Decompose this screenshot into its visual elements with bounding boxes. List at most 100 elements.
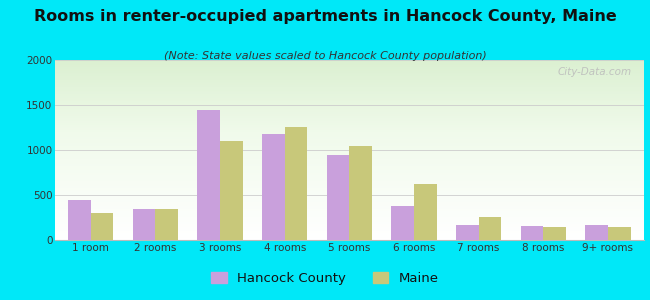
Bar	[55, 177, 644, 179]
Bar	[55, 202, 644, 204]
Bar	[55, 235, 644, 236]
Bar	[55, 211, 644, 213]
Bar	[55, 89, 644, 91]
Bar	[55, 208, 644, 209]
Bar	[55, 181, 644, 182]
Bar	[68, 200, 91, 240]
Bar	[55, 145, 644, 146]
Bar	[55, 132, 644, 134]
Bar	[55, 152, 644, 154]
Bar	[55, 186, 644, 188]
Bar	[55, 226, 644, 227]
Legend: Hancock County, Maine: Hancock County, Maine	[205, 267, 445, 290]
Bar	[55, 148, 644, 150]
Bar	[55, 233, 644, 235]
Bar	[55, 155, 644, 157]
Bar	[327, 155, 350, 240]
Bar	[55, 213, 644, 215]
Bar	[262, 134, 285, 240]
Bar	[55, 123, 644, 125]
Bar	[55, 118, 644, 119]
Bar	[55, 222, 644, 224]
Bar	[55, 220, 644, 222]
Bar	[543, 227, 566, 240]
Bar	[55, 231, 644, 233]
Bar	[55, 112, 644, 114]
Bar	[55, 83, 644, 85]
Bar	[55, 98, 644, 100]
Bar	[55, 204, 644, 206]
Bar	[55, 193, 644, 195]
Bar	[55, 191, 644, 193]
Bar	[55, 170, 644, 172]
Bar	[55, 96, 644, 98]
Bar	[55, 103, 644, 105]
Bar	[55, 78, 644, 80]
Bar	[55, 137, 644, 139]
Bar	[55, 109, 644, 110]
Bar	[55, 141, 644, 143]
Bar	[55, 76, 644, 78]
Bar	[55, 71, 644, 73]
Bar	[55, 139, 644, 141]
Bar	[55, 175, 644, 177]
Bar	[55, 173, 644, 175]
Bar	[55, 227, 644, 229]
Bar	[55, 206, 644, 208]
Bar	[55, 166, 644, 168]
Bar	[55, 134, 644, 136]
Bar	[55, 73, 644, 74]
Bar	[521, 226, 543, 240]
Bar	[55, 159, 644, 161]
Bar	[91, 212, 114, 240]
Bar	[55, 161, 644, 163]
Bar	[55, 146, 644, 148]
Bar	[350, 146, 372, 240]
Bar	[55, 125, 644, 127]
Bar	[55, 82, 644, 83]
Bar	[55, 200, 644, 202]
Bar	[55, 80, 644, 82]
Bar	[55, 209, 644, 211]
Bar	[608, 227, 630, 240]
Bar	[55, 157, 644, 159]
Bar	[55, 154, 644, 155]
Bar	[55, 60, 644, 62]
Text: City-Data.com: City-Data.com	[558, 67, 632, 77]
Bar	[55, 164, 644, 166]
Text: (Note: State values scaled to Hancock County population): (Note: State values scaled to Hancock Co…	[164, 51, 486, 61]
Bar	[55, 110, 644, 112]
Bar	[55, 105, 644, 107]
Bar	[55, 100, 644, 101]
Bar	[55, 182, 644, 184]
Bar	[55, 107, 644, 109]
Bar	[55, 101, 644, 103]
Bar	[55, 67, 644, 69]
Bar	[414, 184, 437, 240]
Bar	[55, 218, 644, 220]
Bar	[55, 172, 644, 173]
Bar	[55, 179, 644, 181]
Bar	[478, 217, 501, 240]
Bar	[285, 127, 307, 240]
Bar	[55, 217, 644, 218]
Bar	[55, 163, 644, 164]
Bar	[55, 85, 644, 87]
Bar	[55, 195, 644, 197]
Bar	[55, 119, 644, 121]
Bar	[55, 229, 644, 231]
Bar	[55, 190, 644, 191]
Bar	[55, 136, 644, 137]
Bar	[55, 121, 644, 123]
Bar	[55, 197, 644, 199]
Bar	[55, 188, 644, 190]
Bar	[55, 224, 644, 226]
Bar	[55, 168, 644, 170]
Bar	[55, 127, 644, 128]
Bar	[55, 91, 644, 92]
Bar	[55, 65, 644, 67]
Bar	[55, 150, 644, 152]
Bar	[55, 238, 644, 240]
Bar	[55, 199, 644, 200]
Bar	[55, 215, 644, 217]
